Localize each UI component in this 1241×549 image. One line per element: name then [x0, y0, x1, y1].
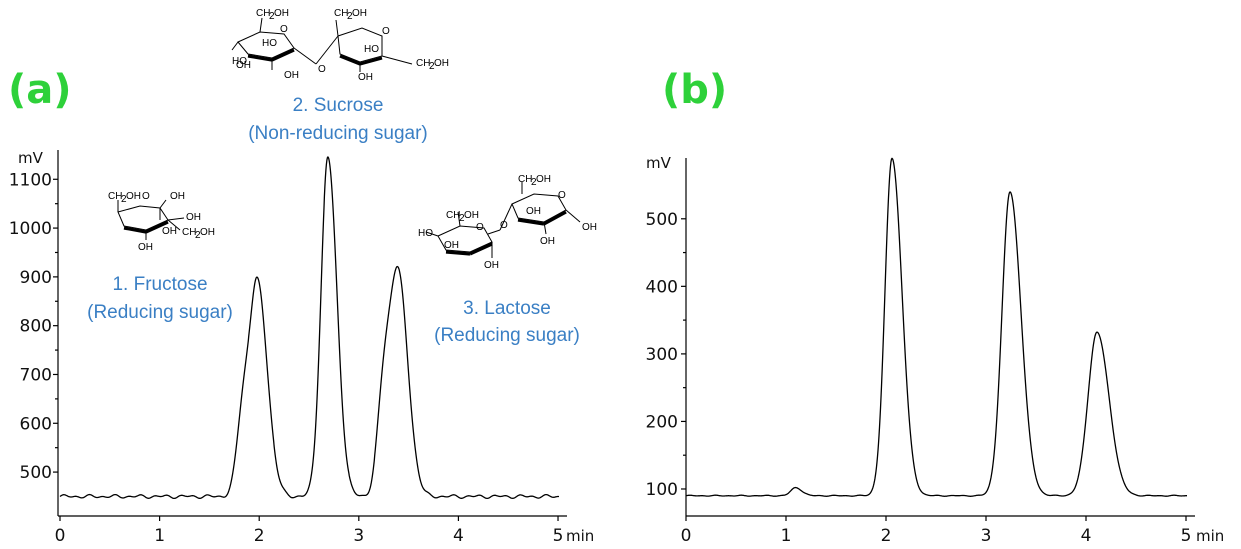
svg-text:O: O	[476, 222, 484, 233]
svg-text:OH: OH	[434, 58, 449, 69]
svg-text:O: O	[280, 24, 288, 35]
svg-text:OH: OH	[126, 191, 141, 202]
svg-text:CH: CH	[256, 8, 270, 19]
chart-b-x-tick-label: 0	[681, 526, 692, 546]
chart-b-y-tick-label: 200	[646, 412, 678, 432]
svg-text:OH: OH	[170, 191, 185, 202]
chart-b-y-tick-label: 400	[646, 277, 678, 297]
svg-text:OH: OH	[526, 206, 541, 217]
chart-b-x-tick-label: 5	[1181, 526, 1192, 546]
svg-text:O: O	[142, 191, 150, 202]
chart-b-y-unit: mV	[646, 154, 672, 172]
chart-a-axes: 500 600 700 800 900 1000 1100 0 1 2 3 4 5	[9, 150, 567, 546]
svg-text:CH: CH	[518, 174, 532, 185]
fructose-note: (Reducing sugar)	[87, 302, 233, 323]
svg-text:OH: OH	[236, 60, 251, 71]
chart-a-y-tick-label: 1000	[9, 219, 52, 239]
chart-a-x-unit: min	[566, 527, 594, 545]
svg-text:OH: OH	[536, 174, 551, 185]
chart-a-trace	[59, 156, 560, 500]
chart-a-y-tick-label: 900	[20, 268, 52, 288]
svg-text:O: O	[558, 190, 566, 201]
svg-text:2: 2	[531, 177, 537, 188]
svg-text:OH: OH	[484, 260, 499, 271]
svg-text:2: 2	[347, 11, 353, 22]
svg-text:OH: OH	[582, 222, 597, 233]
chart-b-x-tick-label: 3	[981, 526, 992, 546]
chart-b-x-tick-label: 4	[1081, 526, 1092, 546]
svg-text:OH: OH	[162, 226, 177, 237]
svg-text:O: O	[382, 26, 390, 37]
svg-text:2: 2	[121, 194, 127, 205]
panel-label-b: (b)	[662, 67, 727, 113]
chart-a-x-tick-label: 5	[553, 526, 564, 546]
svg-text:2: 2	[459, 213, 465, 224]
svg-text:OH: OH	[200, 227, 215, 238]
chart-a-x-tick-label: 0	[55, 526, 66, 546]
sucrose-name: 2. Sucrose	[293, 95, 384, 116]
svg-text:OH: OH	[274, 8, 289, 19]
svg-text:HO: HO	[364, 44, 379, 55]
chart-b-axes: 100 200 300 400 500 0 1 2 3 4 5	[646, 158, 1195, 546]
panel-label-a: (a)	[8, 67, 72, 113]
chart-b-trace	[685, 157, 1188, 497]
svg-text:2: 2	[429, 61, 435, 72]
chart-b-x-tick-label: 1	[781, 526, 792, 546]
chart-a-x-tick-label: 2	[254, 526, 265, 546]
fructose-structure-image: CH2 OH O OH OH CH2 OH OH OH	[108, 191, 215, 253]
svg-text:OH: OH	[540, 236, 555, 247]
chart-a-y-unit: mV	[18, 149, 44, 167]
svg-text:O: O	[500, 220, 508, 231]
svg-text:2: 2	[195, 230, 201, 241]
chart-a-x-tick-label: 4	[453, 526, 464, 546]
chart-a-x-tick-label: 1	[154, 526, 165, 546]
chart-b-y-tick-label: 300	[646, 345, 678, 365]
svg-text:HO: HO	[232, 56, 247, 67]
svg-text:CH: CH	[334, 8, 348, 19]
fructose-name: 1. Fructose	[112, 274, 207, 295]
chart-b-y-tick-label: 500	[646, 210, 678, 230]
svg-text:OH: OH	[284, 70, 299, 81]
chart-b-x-unit: min	[1196, 527, 1224, 545]
chart-a-y-tick-label: 500	[20, 463, 52, 483]
svg-text:CH: CH	[446, 210, 460, 221]
lactose-note: (Reducing sugar)	[434, 325, 580, 346]
chart-a-y-tick-label: 1100	[9, 170, 52, 190]
svg-text:OH: OH	[464, 210, 479, 221]
chart-a-y-tick-label: 600	[20, 414, 52, 434]
svg-text:OH: OH	[444, 240, 459, 251]
svg-text:HO: HO	[262, 38, 277, 49]
chart-b-y-tick-label: 100	[646, 480, 678, 500]
svg-text:CH: CH	[108, 191, 122, 202]
chart-a-x-tick-label: 3	[353, 526, 364, 546]
sucrose-note: (Non-reducing sugar)	[248, 123, 428, 144]
lactose-name: 3. Lactose	[463, 298, 551, 319]
svg-text:OH: OH	[186, 212, 201, 223]
svg-text:OH: OH	[138, 242, 153, 253]
chart-a-y-tick-label: 700	[20, 365, 52, 385]
chart-a-y-tick-label: 800	[20, 317, 52, 337]
svg-text:CH: CH	[182, 227, 196, 238]
svg-text:OH: OH	[358, 72, 373, 83]
svg-text:O: O	[318, 64, 326, 75]
svg-text:OH: OH	[352, 8, 367, 19]
svg-text:2: 2	[269, 11, 275, 22]
svg-text:HO: HO	[418, 228, 433, 239]
svg-text:CH: CH	[416, 58, 430, 69]
chart-b-x-tick-label: 2	[881, 526, 892, 546]
